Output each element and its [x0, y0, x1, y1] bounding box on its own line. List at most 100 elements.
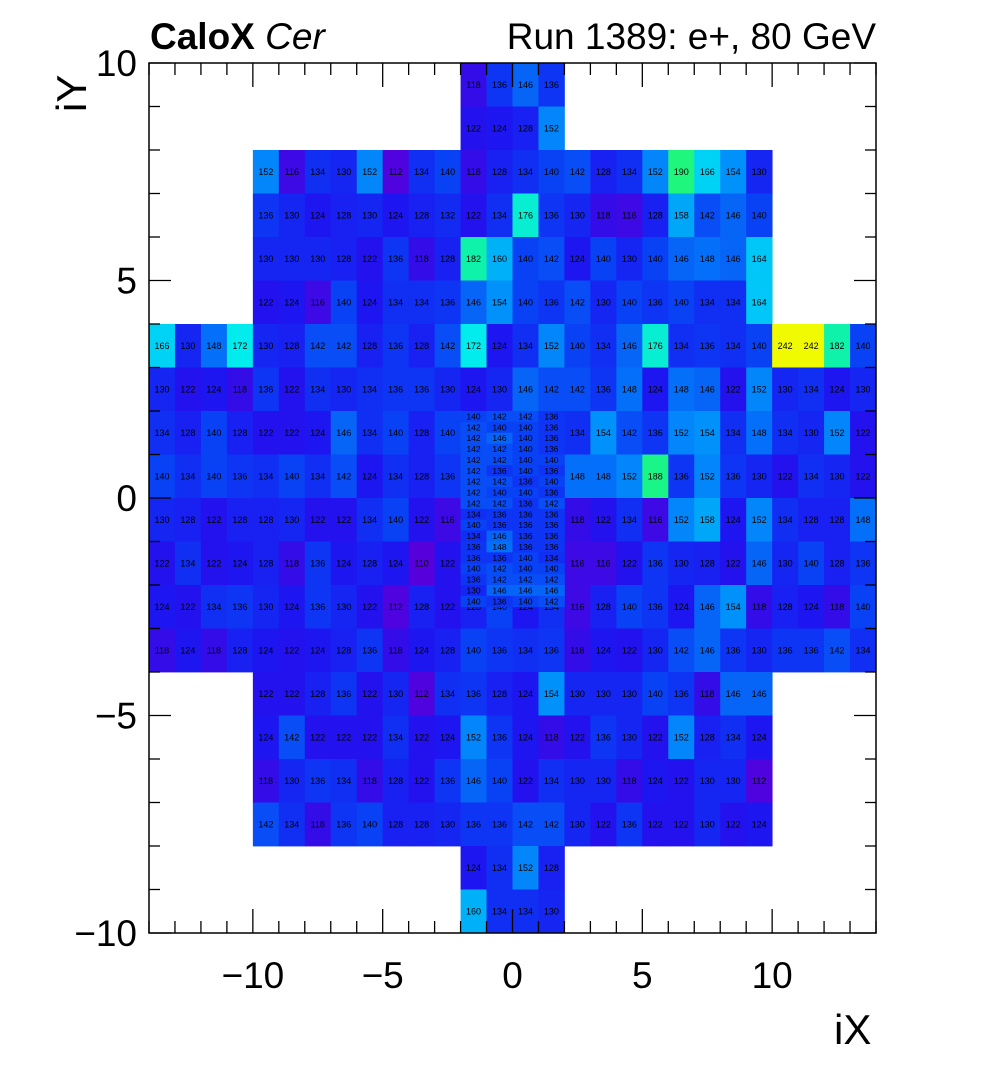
cell-value-label: 122	[570, 732, 585, 742]
cell-value-label: 146	[674, 254, 689, 264]
heatmap-cell	[304, 759, 332, 803]
heatmap-fine-cell	[538, 498, 565, 510]
cell-value-label: 146	[518, 80, 533, 90]
cell-value-label: 118	[700, 689, 714, 699]
cell-value-label: 136	[466, 819, 481, 829]
heatmap-cell	[798, 498, 825, 542]
cell-value-label: 136	[544, 509, 558, 519]
heatmap-cell	[694, 672, 721, 716]
heatmap-cell	[149, 585, 176, 629]
cell-value-label: 140	[804, 558, 819, 568]
cell-value-label: 140	[544, 477, 558, 487]
heatmap-fine-cell	[512, 508, 539, 521]
heatmap-cell	[408, 498, 436, 542]
heatmap-fine-cell	[538, 574, 565, 586]
cell-value-label: 130	[258, 341, 273, 351]
heatmap-cell	[408, 715, 436, 760]
cell-value-label: 152	[544, 341, 559, 351]
heatmap-cell	[330, 367, 358, 412]
heatmap-fine-cell	[460, 530, 487, 542]
cell-value-label: 158	[700, 515, 715, 525]
heatmap-cell	[746, 280, 773, 325]
heatmap-cell	[252, 585, 280, 629]
cell-value-label: 154	[726, 167, 741, 177]
cell-value-label: 130	[622, 254, 637, 264]
cell-value-label: 134	[310, 167, 325, 177]
cell-value-label: 142	[466, 477, 480, 487]
heatmap-cell	[278, 367, 306, 412]
cell-value-label: 118	[544, 732, 558, 742]
heatmap-fine-cell	[460, 476, 487, 488]
cell-value-label: 134	[258, 471, 273, 481]
cell-value-label: 134	[310, 384, 325, 394]
y-tick-label: 10	[96, 43, 137, 84]
cell-value-label: 136	[518, 477, 532, 487]
cell-value-label: 134	[726, 297, 741, 307]
heatmap-fine-cell	[460, 498, 487, 510]
heatmap-cell	[330, 672, 358, 716]
cell-value-label: 154	[596, 428, 611, 438]
heatmap-cell	[226, 367, 254, 412]
cell-value-label: 136	[778, 645, 793, 655]
cell-value-label: 142	[466, 498, 480, 508]
heatmap-cell	[434, 150, 461, 194]
heatmap-cell	[798, 454, 825, 499]
cell-value-label: 146	[700, 645, 715, 655]
heatmap-cell	[746, 672, 773, 716]
heatmap-cell	[512, 759, 539, 803]
cell-value-label: 130	[544, 906, 559, 916]
cell-value-label: 140	[466, 520, 480, 530]
heatmap-cell	[538, 367, 565, 412]
cell-value-label: 124	[284, 297, 299, 307]
cell-value-label: 164	[752, 254, 767, 264]
cell-value-label: 118	[233, 384, 247, 394]
heatmap-cell	[746, 715, 773, 760]
cell-value-label: 142	[466, 422, 480, 432]
cell-value-label: 136	[388, 254, 403, 264]
heatmap-cell	[330, 585, 358, 629]
cell-value-label: 142	[518, 819, 533, 829]
cell-value-label: 152	[752, 515, 767, 525]
cell-value-label: 122	[622, 645, 637, 655]
heatmap-cell	[668, 802, 695, 847]
heatmap-cell	[486, 237, 513, 281]
cell-value-label: 182	[466, 254, 481, 264]
cell-value-label: 130	[154, 515, 169, 525]
heatmap-cell	[486, 889, 513, 934]
heatmap-cell	[486, 63, 513, 107]
cell-value-label: 166	[154, 341, 169, 351]
heatmap-cell	[538, 150, 565, 194]
plot-frame	[148, 62, 877, 934]
heatmap-fine-cell	[486, 443, 513, 455]
cell-value-label: 116	[570, 602, 584, 612]
cell-value-label: 128	[440, 645, 455, 655]
heatmap-cell	[434, 672, 461, 716]
heatmap-cell	[564, 367, 591, 412]
heatmap-cell	[304, 454, 332, 499]
heatmap-fine-cell	[512, 432, 539, 445]
heatmap-cell	[642, 367, 669, 412]
heatmap-fine-cell	[538, 487, 565, 499]
heatmap-cell	[538, 63, 565, 107]
cell-value-label: 112	[414, 689, 428, 699]
cell-value-label: 134	[206, 602, 221, 612]
cell-value-label: 140	[284, 471, 299, 481]
heatmap-cell	[486, 324, 513, 368]
cell-value-label: 136	[856, 558, 871, 568]
heatmap-cell	[434, 802, 461, 847]
heatmap-cell	[564, 280, 591, 325]
cell-value-label: 140	[518, 444, 532, 454]
heatmap-cell	[538, 324, 565, 368]
heatmap-cell	[149, 628, 176, 673]
cell-value-label: 134	[518, 341, 533, 351]
heatmap-cell	[434, 237, 461, 281]
heatmap-cell	[174, 411, 202, 455]
cell-value-label: 152	[674, 732, 689, 742]
heatmap-cell	[642, 541, 669, 586]
heatmap-cell	[538, 715, 565, 760]
heatmap-cell	[278, 672, 306, 716]
cell-value-label: 122	[622, 558, 637, 568]
heatmap-cell	[590, 367, 617, 412]
cell-value-label: 140	[856, 341, 871, 351]
heatmap-cell	[642, 759, 669, 803]
